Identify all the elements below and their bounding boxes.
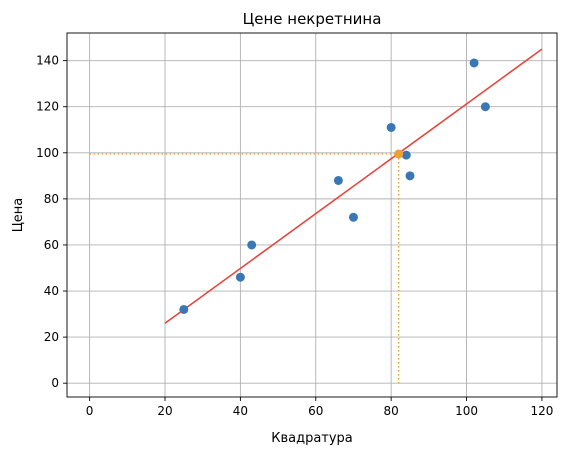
y-tick-label: 40	[44, 284, 59, 298]
data-point	[405, 171, 415, 181]
data-point	[386, 122, 396, 132]
y-tick-label: 60	[44, 238, 59, 252]
predicted-point	[394, 149, 404, 159]
regression-line	[164, 48, 543, 324]
regression-line-layer	[164, 48, 543, 324]
data-point	[401, 150, 411, 160]
x-tick-label: 80	[384, 404, 399, 418]
ticks: 0 20 40 60 80 100 120 0 20 40 60 80 100 120 140	[36, 54, 553, 418]
plot-frame	[66, 32, 558, 398]
y-axis-label: Цена	[11, 198, 26, 233]
grid	[67, 33, 557, 397]
y-tick-label: 80	[44, 192, 59, 206]
x-tick-label: 20	[157, 404, 172, 418]
y-tick-label: 120	[36, 100, 59, 114]
y-tick-label: 140	[36, 54, 59, 68]
x-axis-label: Квадратура	[271, 431, 353, 446]
x-tick-label: 0	[86, 404, 94, 418]
scatter-points	[179, 58, 490, 314]
data-point	[247, 240, 257, 250]
x-tick-label: 100	[455, 404, 478, 418]
x-tick-label: 40	[233, 404, 248, 418]
data-point	[235, 272, 245, 282]
x-tick-label: 120	[530, 404, 553, 418]
data-point	[333, 175, 343, 185]
data-point	[179, 304, 189, 314]
data-point	[469, 58, 479, 68]
chart-title: Цене некретнина	[243, 10, 382, 28]
y-tick-label: 0	[51, 376, 59, 390]
data-point	[480, 102, 490, 112]
data-point	[348, 212, 358, 222]
x-tick-label: 60	[308, 404, 323, 418]
y-tick-label: 100	[36, 146, 59, 160]
y-tick-label: 20	[44, 330, 59, 344]
